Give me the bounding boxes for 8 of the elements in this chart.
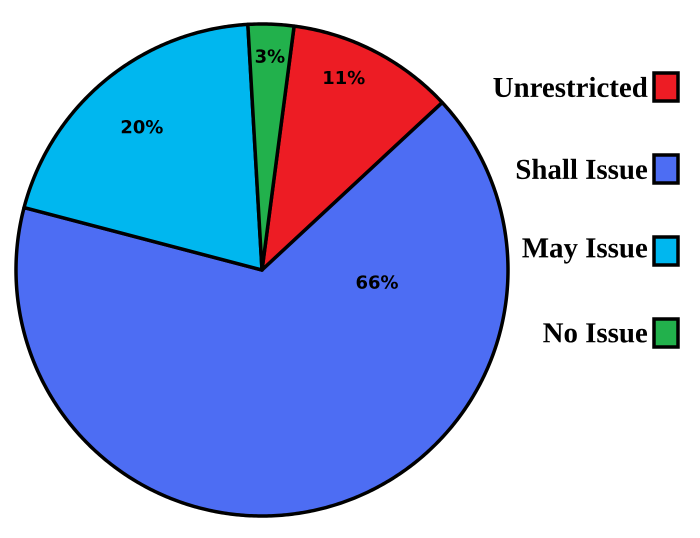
data-label: 3% [256,49,285,63]
data-label: 20% [122,120,163,134]
legend-label: Unrestricted [493,76,648,98]
legend-label: Shall Issue [516,158,648,180]
data-label: 11% [324,70,365,84]
legend-label: No Issue [543,323,648,343]
legend-label: May Issue [522,238,648,264]
data-label: 66% [356,275,398,289]
